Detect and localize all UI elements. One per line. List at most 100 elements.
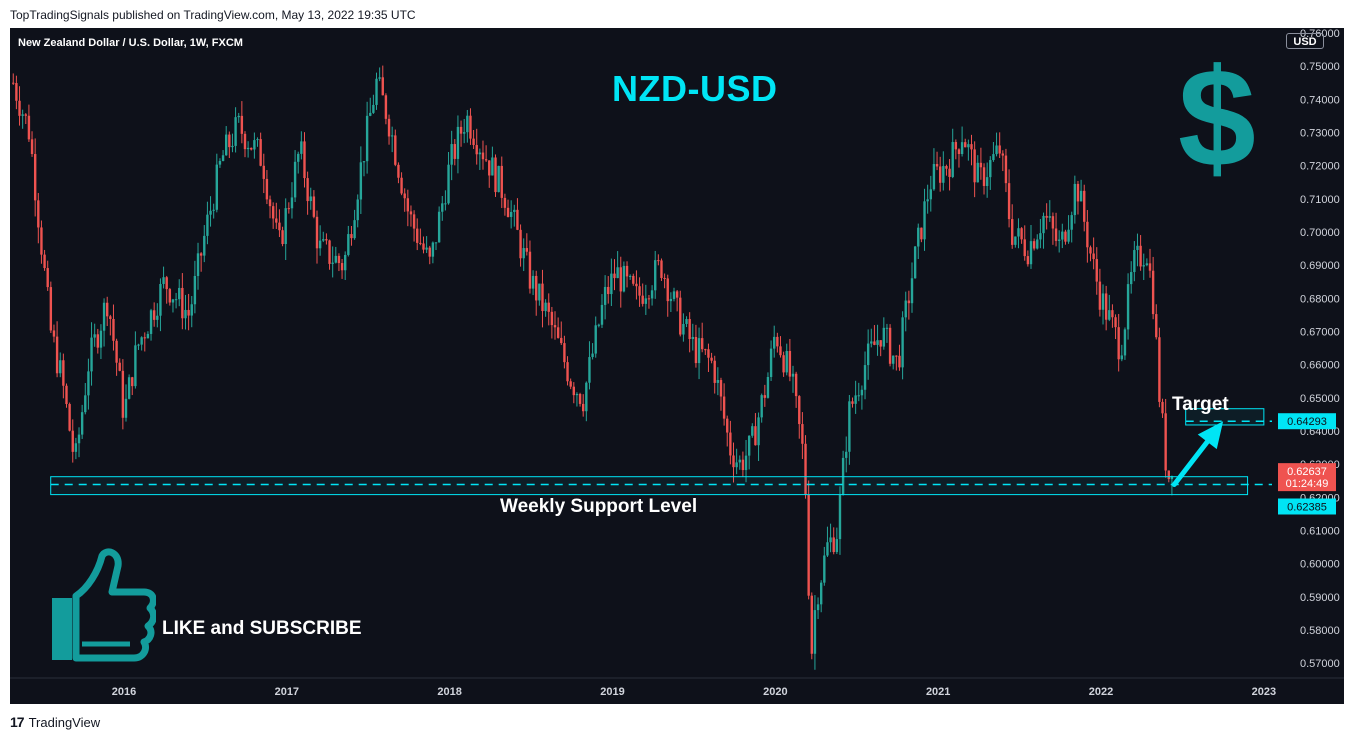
candle-body xyxy=(913,246,917,279)
candle-body xyxy=(328,240,331,264)
candle-body xyxy=(785,350,788,373)
symbol-label[interactable]: New Zealand Dollar / U.S. Dollar, 1W, FX… xyxy=(18,37,243,49)
candle-body xyxy=(112,318,115,341)
candle-body xyxy=(1117,327,1120,360)
candle-body xyxy=(616,267,619,279)
chart-panel[interactable]: 0.57000 0.58000 0.59000 0.60000 0.61000 0.620… xyxy=(10,28,1344,704)
support-price-tag-bg xyxy=(1278,498,1336,515)
candle-body xyxy=(453,144,457,159)
candle-body xyxy=(760,395,763,418)
candle-body xyxy=(672,291,676,299)
candle-body xyxy=(1073,183,1077,216)
y-tick-label: 0.58000 xyxy=(1300,625,1340,637)
candle-body xyxy=(287,208,291,210)
candle-body xyxy=(776,336,779,347)
candle-body xyxy=(1126,284,1130,330)
candle-body xyxy=(976,162,979,183)
candle-body xyxy=(685,319,688,324)
candle-body xyxy=(40,227,43,255)
candle-body xyxy=(187,309,190,316)
candle-body xyxy=(1004,155,1008,184)
candle-body xyxy=(1155,314,1158,338)
candle-body xyxy=(224,134,228,156)
candle-body xyxy=(334,255,338,263)
candle-body xyxy=(607,286,610,295)
candle-body xyxy=(917,227,920,247)
candle-body xyxy=(275,218,278,223)
candle-body xyxy=(829,537,832,543)
candle-body xyxy=(55,336,59,374)
candle-body xyxy=(131,377,134,387)
candle-body xyxy=(1083,190,1086,222)
candle-body xyxy=(610,273,613,295)
candle-body xyxy=(221,155,225,161)
candle-body xyxy=(569,381,572,387)
candle-body xyxy=(992,154,995,161)
candle-body xyxy=(447,164,450,204)
target-label: Target xyxy=(1172,394,1229,415)
candle-body xyxy=(149,310,153,334)
candle-body xyxy=(146,333,150,339)
candle-body xyxy=(819,582,823,605)
tradingview-brand[interactable]: TradingView xyxy=(28,714,101,730)
last-price-tag-bg xyxy=(1278,463,1336,492)
candle-body xyxy=(1133,250,1136,273)
candle-body xyxy=(109,316,112,319)
candle-body xyxy=(813,610,817,654)
candle-body xyxy=(1064,231,1067,242)
x-tick-label: 2022 xyxy=(1089,686,1113,698)
candle-body xyxy=(441,203,444,212)
candle-body xyxy=(209,210,212,215)
candle-body xyxy=(741,459,745,471)
candle-body xyxy=(494,157,497,193)
candle-body xyxy=(171,299,175,303)
candle-body xyxy=(312,196,316,217)
candle-body xyxy=(1142,265,1145,267)
candle-body xyxy=(165,277,168,290)
candle-body xyxy=(1086,221,1089,248)
candle-body xyxy=(863,365,867,390)
candle-body xyxy=(1048,216,1051,218)
candle-body xyxy=(892,355,895,364)
candle-body xyxy=(566,362,569,382)
candle-body xyxy=(303,141,306,179)
candle-body xyxy=(444,203,447,205)
candle-body xyxy=(697,338,701,364)
dollar-icon: $ xyxy=(1178,39,1256,196)
candle-body xyxy=(528,251,532,289)
candle-body xyxy=(716,380,720,383)
candle-body xyxy=(973,149,976,183)
candle-body xyxy=(632,275,635,284)
y-tick-label: 0.72000 xyxy=(1300,161,1340,173)
candle-body xyxy=(403,193,406,199)
candle-body xyxy=(876,340,879,345)
candle-body xyxy=(613,273,616,279)
x-tick-label: 2016 xyxy=(112,686,136,698)
candle-body xyxy=(456,126,460,159)
candle-body xyxy=(437,211,441,243)
candle-body xyxy=(159,283,162,316)
candle-body xyxy=(1001,153,1005,156)
candle-body xyxy=(719,380,723,397)
candle-body xyxy=(343,254,347,271)
currency-button[interactable]: USD xyxy=(1286,33,1324,49)
candle-body xyxy=(121,370,125,418)
candle-body xyxy=(801,424,804,444)
y-tick-label: 0.75000 xyxy=(1300,61,1340,73)
candle-body xyxy=(425,247,428,250)
candle-body xyxy=(300,141,303,154)
candle-body xyxy=(807,494,810,596)
candle-body xyxy=(641,295,644,304)
candlestick-chart[interactable]: 0.570000.580000.590000.600000.610000.620… xyxy=(10,28,1344,704)
candle-body xyxy=(704,349,707,351)
candle-body xyxy=(945,166,948,169)
candle-body xyxy=(1114,317,1117,328)
candle-body xyxy=(347,234,350,255)
support-label: Weekly Support Level xyxy=(500,496,698,517)
candle-body xyxy=(1011,219,1014,245)
candle-body xyxy=(1148,263,1152,271)
candle-body xyxy=(250,147,253,150)
candle-body xyxy=(46,268,49,288)
candle-body xyxy=(99,330,103,348)
candle-body xyxy=(1167,470,1170,480)
